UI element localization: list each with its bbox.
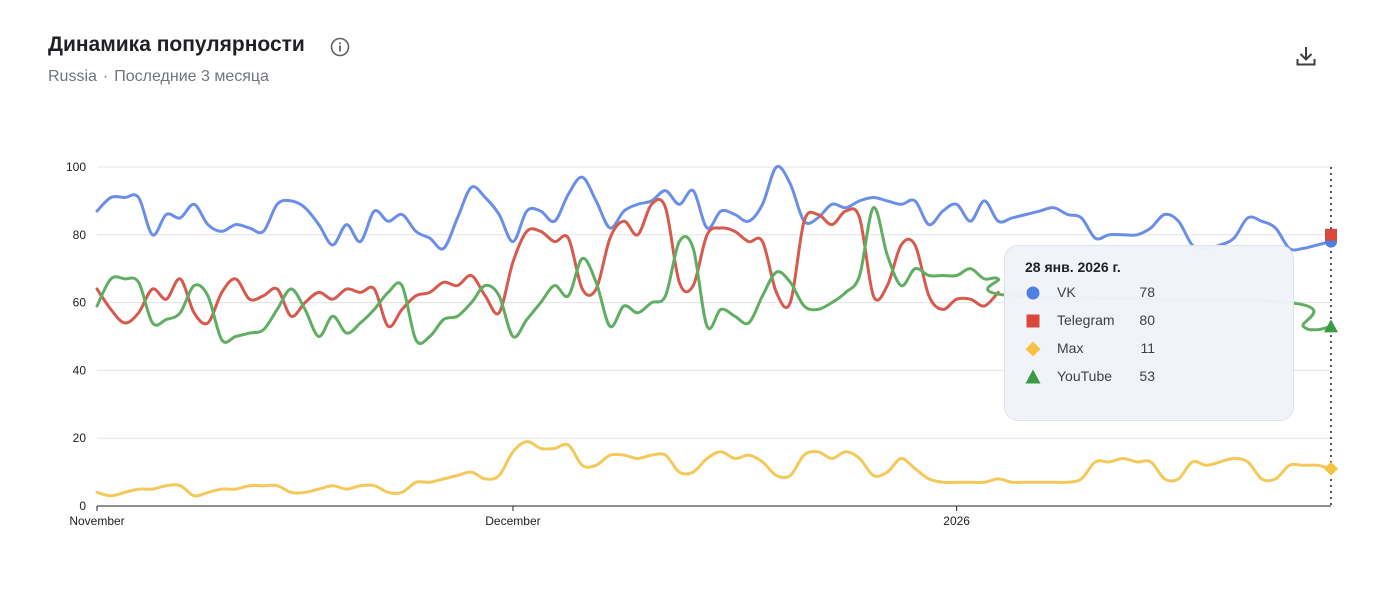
page-title: Динамика популярности	[48, 33, 305, 56]
diamond-marker-shape	[1025, 341, 1041, 357]
region-label: Russia	[48, 68, 97, 85]
y-axis-ticks: 0 20 40 60 80 100	[66, 160, 86, 513]
x-tick-label: November	[69, 514, 124, 528]
y-tick-label: 100	[66, 160, 86, 174]
highlight-marker-telegram	[1325, 228, 1337, 241]
tooltip-series-value: 53	[1139, 368, 1155, 384]
y-tick-label: 20	[73, 431, 87, 445]
legend-marker-triangle	[1025, 369, 1041, 384]
download-icon[interactable]	[1294, 44, 1318, 68]
y-tick-label: 40	[73, 363, 87, 377]
tooltip: 28 янв. 2026 г. VK 78 Telegram 80 Max 11 YouTu…	[1004, 245, 1294, 421]
tooltip-series-name: Telegram	[1057, 312, 1115, 328]
tooltip-date: 28 янв. 2026 г.	[1025, 259, 1121, 275]
tooltip-row: YouTube 53	[1025, 367, 1175, 387]
x-axis-ticks: November December 2026	[69, 506, 970, 528]
legend-marker-square	[1026, 314, 1040, 328]
tooltip-row: VK 78	[1025, 283, 1175, 303]
series-line-max	[95, 440, 1333, 498]
tooltip-series-name: VK	[1057, 284, 1076, 300]
highlight-marker-max	[1324, 461, 1338, 476]
tooltip-row: Max 11	[1025, 339, 1175, 359]
legend-marker-circle	[1026, 286, 1040, 300]
series-line-youtube	[95, 206, 1333, 345]
subtitle: Russia · Последние 3 месяца	[48, 68, 269, 86]
x-tick-label: 2026	[943, 514, 970, 528]
y-tick-label: 80	[73, 228, 87, 242]
y-tick-label: 0	[79, 499, 86, 513]
highlight-marker-youtube	[1324, 319, 1338, 333]
legend-marker-diamond	[1025, 341, 1041, 357]
triangle-marker-shape	[1025, 369, 1041, 384]
info-icon[interactable]	[330, 37, 350, 57]
tooltip-series-value: 80	[1139, 312, 1155, 328]
y-tick-label: 60	[73, 296, 87, 310]
circle-marker-shape	[1026, 286, 1040, 300]
x-tick-label: December	[485, 514, 540, 528]
tooltip-series-value: 11	[1140, 340, 1155, 356]
series-line-telegram	[95, 197, 1000, 329]
square-marker-shape	[1026, 314, 1040, 328]
tooltip-series-value: 78	[1139, 284, 1155, 300]
tooltip-row: Telegram 80	[1025, 311, 1175, 331]
period-label: Последние 3 месяца	[114, 68, 269, 85]
series-line-vk	[95, 164, 1333, 252]
tooltip-series-name: YouTube	[1057, 368, 1113, 384]
highlight-markers	[1324, 228, 1338, 476]
separator-dot: ·	[102, 68, 109, 85]
tooltip-series-name: Max	[1057, 340, 1084, 356]
series-lines	[95, 164, 1333, 498]
